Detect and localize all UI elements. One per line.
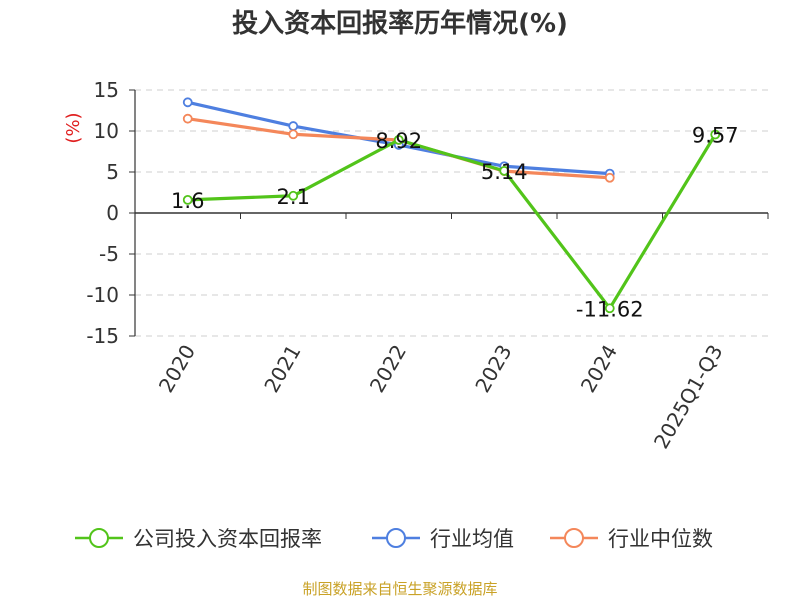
series-line-0: [187, 133, 717, 310]
data-point: [182, 113, 193, 124]
y-tick-label: 15: [94, 78, 119, 102]
data-label: 9.57: [692, 124, 739, 148]
x-tick-label: 2021: [259, 341, 305, 397]
x-tick-label: 2022: [365, 341, 411, 397]
y-axis-unit-label: (%): [63, 112, 84, 143]
data-label: -11.62: [576, 297, 644, 321]
legend-item-1[interactable]: 行业均值: [372, 527, 514, 551]
y-tick-label: 10: [94, 119, 119, 143]
data-point: [182, 97, 193, 108]
x-tick-label: 2020: [154, 341, 200, 397]
x-tick-label: 2025Q1-Q3: [649, 341, 728, 453]
legend-swatch-marker: [89, 528, 109, 548]
data-label: 5.14: [481, 160, 528, 184]
legend-label: 行业均值: [430, 527, 514, 551]
legend-swatch-marker: [386, 528, 406, 548]
data-label: 1.6: [171, 189, 204, 213]
data-label: 8.92: [375, 129, 422, 153]
data-labels: 1.6 2.1 8.92 5.14 -11.62 9.57: [171, 124, 739, 322]
y-tick-label: -15: [86, 324, 119, 348]
legend-label: 行业中位数: [608, 527, 713, 551]
y-tick-label: -10: [86, 283, 119, 307]
y-tick-label: 5: [106, 160, 119, 184]
data-point: [288, 129, 299, 140]
data-point: [182, 194, 193, 205]
data-point: [604, 303, 615, 314]
legend-label: 公司投入资本回报率: [133, 527, 322, 551]
legend: 公司投入资本回报率 行业均值 行业中位数: [75, 527, 713, 551]
legend-item-0[interactable]: 公司投入资本回报率: [75, 527, 322, 551]
legend-swatch-marker: [564, 528, 584, 548]
data-point: [288, 190, 299, 201]
data-label: 2.1: [277, 185, 310, 209]
legend-item-2[interactable]: 行业中位数: [550, 527, 713, 551]
data-point: [288, 121, 299, 131]
data-point: [604, 172, 615, 183]
y-tick-label: -5: [99, 242, 119, 266]
x-tick-label: 2023: [470, 341, 516, 397]
x-tick-label: 2024: [576, 341, 622, 397]
axes: 15 10 5 0 -5 -10 -15 2020 2021 2022 2023 2024 2025Q1…: [86, 78, 769, 453]
data-point: [710, 129, 721, 140]
chart-title: 投入资本回报率历年情况(%): [232, 8, 568, 39]
data-source-note: 制图数据来自恒生聚源数据库: [302, 580, 497, 598]
series-lines: [182, 97, 721, 314]
data-point: [499, 165, 510, 176]
y-tick-label: 0: [106, 201, 119, 225]
data-point: [393, 134, 404, 145]
